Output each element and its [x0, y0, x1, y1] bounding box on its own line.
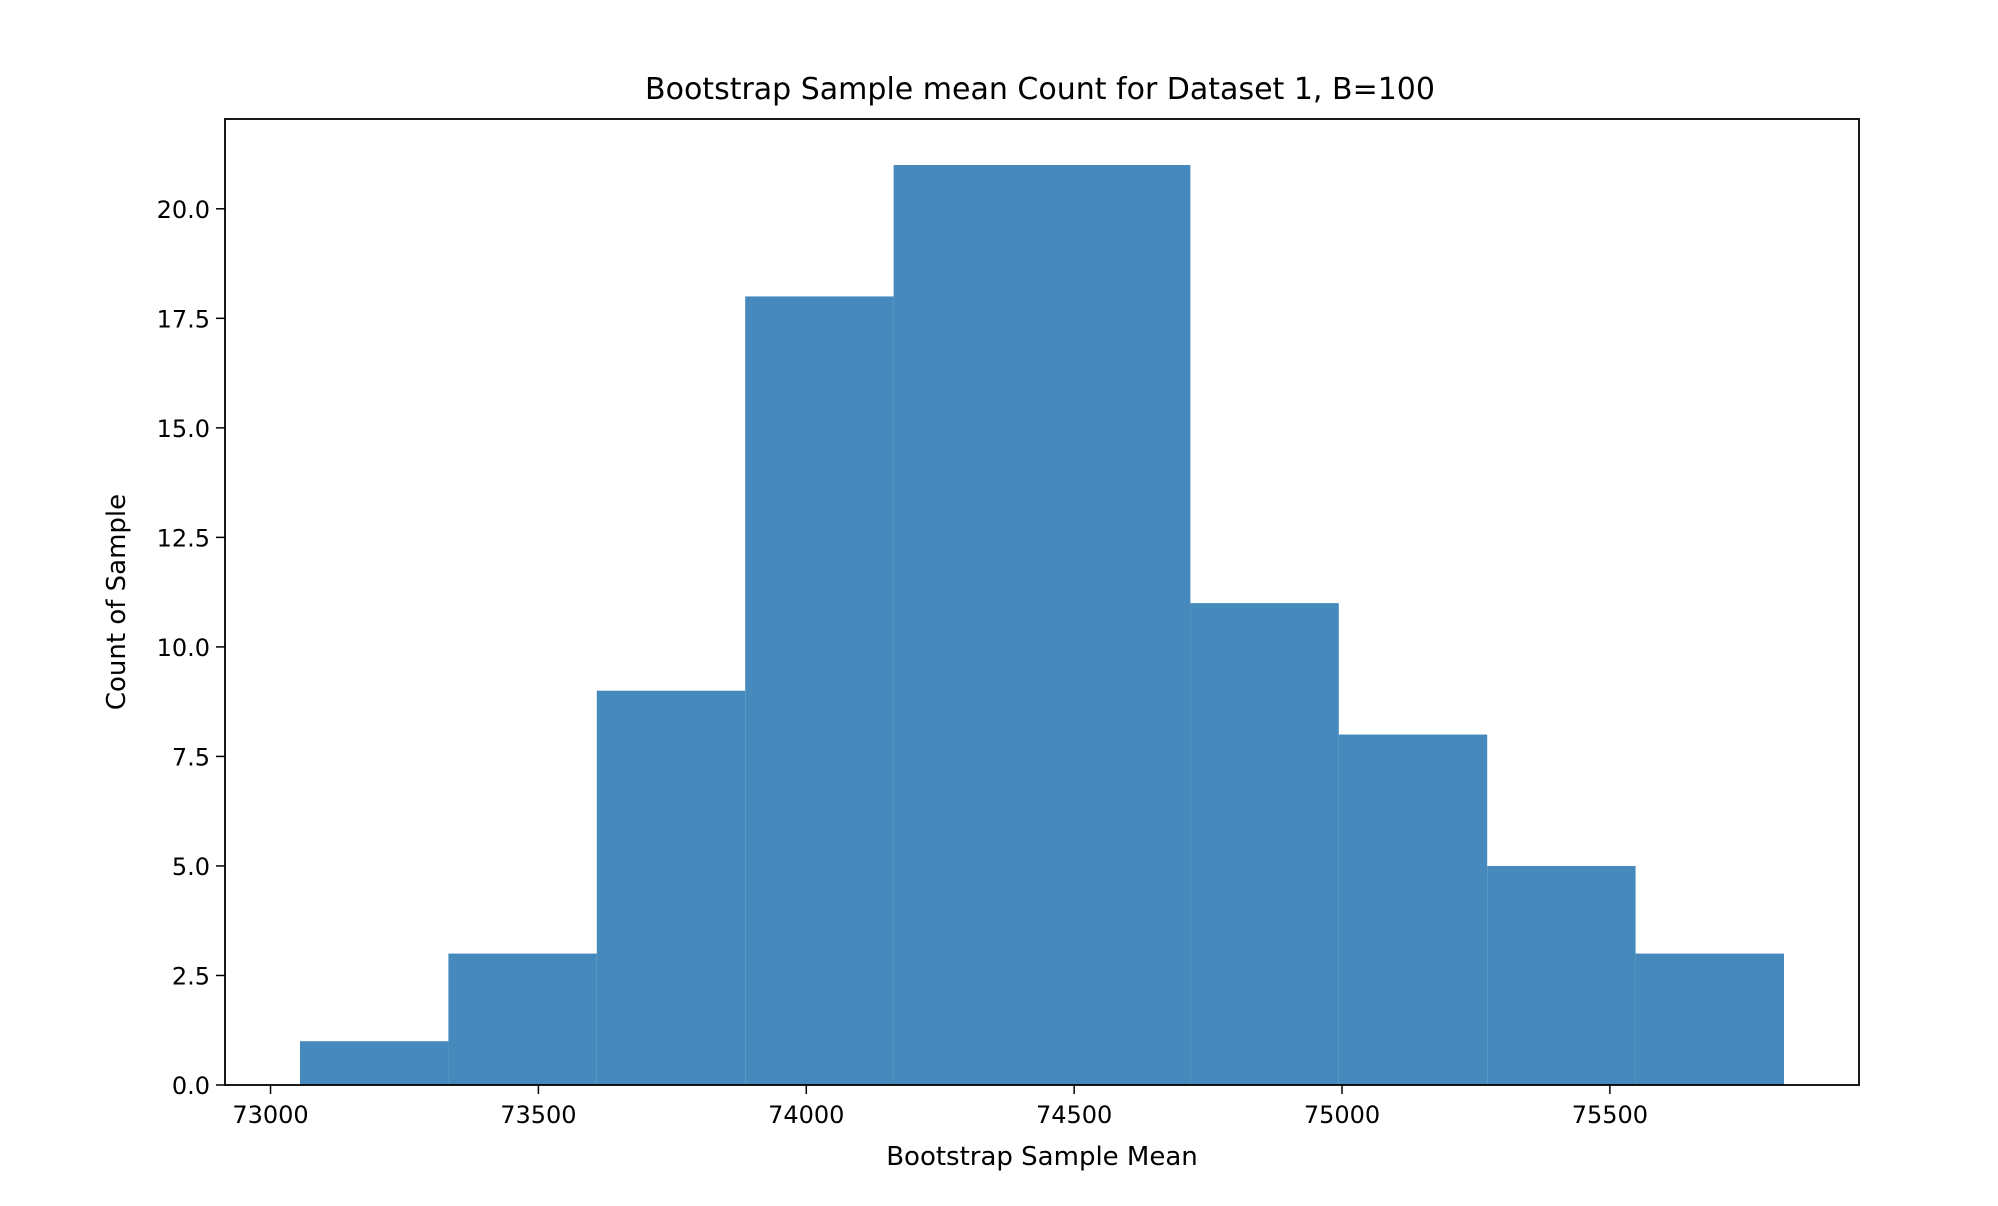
histogram-bar-0	[300, 1041, 449, 1085]
y-tick-label: 7.5	[172, 743, 210, 771]
histogram-bar-6	[1190, 603, 1339, 1085]
chart-title: Bootstrap Sample mean Count for Dataset …	[645, 72, 1435, 107]
y-tick-label: 10.0	[157, 634, 210, 662]
histogram-bar-9	[1635, 953, 1784, 1085]
y-tick-label: 12.5	[157, 524, 210, 552]
y-tick-label: 17.5	[157, 305, 210, 333]
x-tick-label: 75500	[1572, 1101, 1648, 1129]
plot-frame	[224, 118, 1860, 1086]
histogram-bar-5	[1042, 165, 1191, 1085]
y-tick-label: 2.5	[172, 962, 210, 990]
histogram-bar-4	[893, 165, 1042, 1085]
y-tick-label: 15.0	[157, 415, 210, 443]
x-tick-label: 73500	[500, 1101, 576, 1129]
histogram-bar-8	[1487, 865, 1636, 1085]
histogram-bar-7	[1338, 734, 1488, 1085]
x-axis-label: Bootstrap Sample Mean	[886, 1142, 1198, 1172]
x-tick-label: 74500	[1036, 1101, 1112, 1129]
bars-group	[300, 165, 1784, 1085]
y-tick-label: 20.0	[157, 196, 210, 224]
x-tick-label: 75000	[1304, 1101, 1380, 1129]
x-axis-ticks: 73000 73500 74000 74500 75000 75500	[232, 1085, 1648, 1129]
y-tick-label: 5.0	[172, 853, 210, 881]
histogram-bar-1	[448, 953, 597, 1085]
y-axis-ticks: 0.0 2.5 5.0 7.5 10.0 12.5 15.0 17.5 20.0	[157, 196, 225, 1100]
histogram-bar-3	[745, 296, 894, 1085]
histogram-bar-2	[596, 690, 746, 1085]
y-tick-label: 0.0	[172, 1072, 210, 1100]
x-tick-label: 73000	[232, 1101, 308, 1129]
y-axis-label: Count of Sample	[102, 494, 132, 710]
x-tick-label: 74000	[768, 1101, 844, 1129]
